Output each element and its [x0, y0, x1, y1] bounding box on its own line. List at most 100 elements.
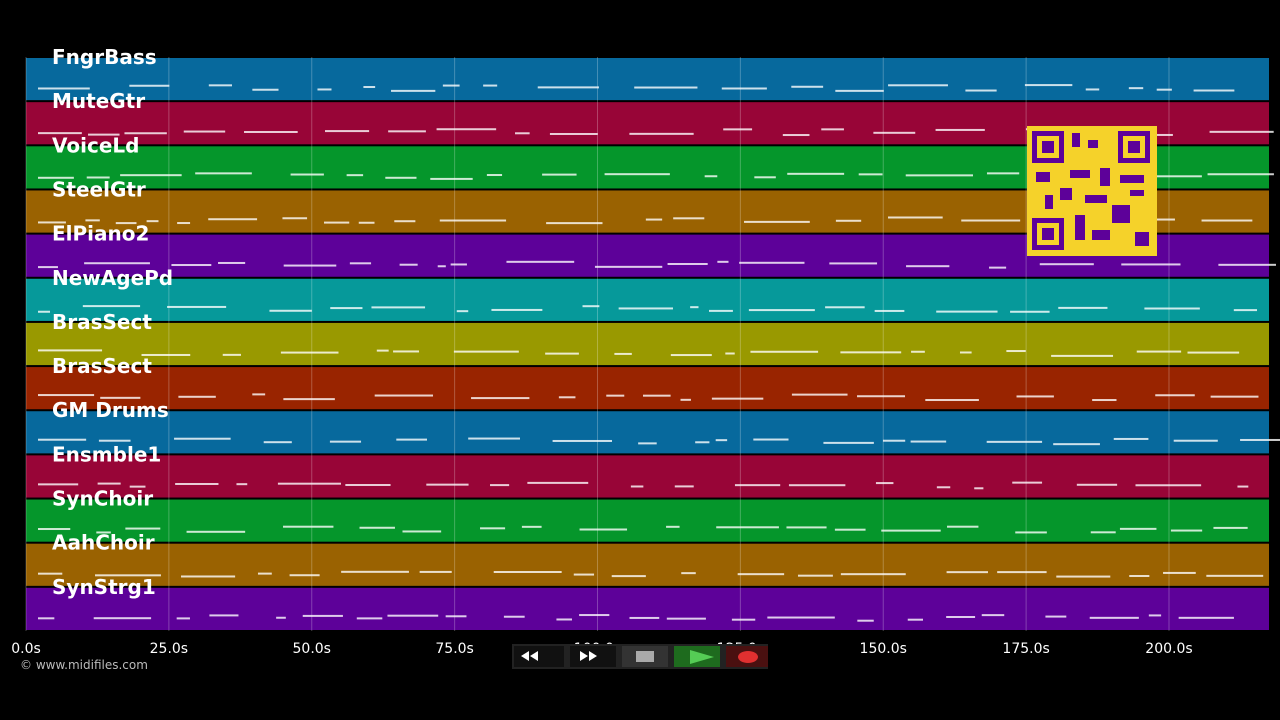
note: [546, 222, 603, 225]
note: [629, 616, 660, 619]
note: [946, 571, 988, 574]
qr-code: [1027, 126, 1157, 256]
note: [141, 353, 191, 356]
note: [387, 614, 439, 617]
note: [556, 618, 572, 621]
note: [788, 484, 846, 487]
note: [1240, 438, 1280, 441]
note: [1210, 395, 1259, 398]
note: [1206, 574, 1264, 577]
note: [38, 349, 103, 352]
note: [835, 89, 884, 92]
track-name: AahChoir: [52, 531, 155, 555]
note: [715, 439, 728, 442]
note: [1155, 394, 1195, 397]
note: [711, 397, 764, 400]
note: [744, 220, 810, 223]
note: [611, 575, 646, 578]
note: [1076, 483, 1118, 486]
note: [282, 217, 308, 220]
note: [442, 84, 460, 87]
note: [1187, 351, 1240, 354]
note: [1006, 350, 1026, 353]
note: [38, 221, 66, 224]
note: [283, 525, 334, 528]
note: [506, 260, 575, 263]
track-lane: [26, 278, 1269, 321]
stop-button[interactable]: [622, 646, 668, 667]
note: [38, 266, 58, 269]
note: [385, 176, 417, 179]
note: [1135, 484, 1202, 487]
track-name: NewAgePd: [52, 266, 173, 290]
fast-forward-button[interactable]: [570, 646, 616, 667]
note: [146, 220, 159, 223]
note: [1144, 307, 1200, 310]
note: [244, 130, 298, 133]
note: [38, 617, 55, 620]
note: [376, 349, 389, 352]
track-lane: [26, 587, 1269, 630]
note: [1142, 218, 1175, 221]
note: [38, 483, 79, 486]
note: [906, 265, 950, 268]
note: [594, 265, 663, 268]
note: [670, 354, 712, 357]
note: [277, 482, 341, 485]
note: [493, 570, 562, 573]
note: [393, 350, 420, 353]
note: [167, 305, 227, 308]
note: [542, 173, 577, 176]
note: [834, 528, 866, 531]
note: [858, 173, 883, 176]
note: [604, 173, 670, 176]
note: [302, 614, 343, 617]
track-name: SteelGtr: [52, 177, 146, 201]
note: [1213, 526, 1248, 529]
note: [907, 618, 923, 621]
note: [961, 219, 1021, 222]
track-name: MuteGtr: [52, 89, 145, 113]
note: [857, 619, 874, 622]
note: [491, 308, 543, 311]
note: [716, 526, 779, 529]
note: [341, 570, 409, 573]
note: [829, 262, 878, 265]
track-name: BrasSect: [52, 310, 152, 334]
note: [537, 86, 599, 89]
note: [750, 350, 819, 353]
note: [936, 486, 951, 489]
note: [674, 485, 694, 488]
note: [753, 438, 789, 441]
note: [1135, 175, 1202, 178]
note: [419, 570, 452, 573]
track-name: VoiceLd: [52, 133, 139, 157]
note: [748, 309, 815, 312]
note: [680, 398, 691, 401]
note: [98, 439, 131, 442]
play-button[interactable]: [674, 646, 720, 667]
note: [100, 396, 141, 399]
note: [1053, 443, 1100, 446]
note: [38, 87, 90, 90]
note: [174, 437, 231, 440]
note: [453, 350, 519, 353]
note: [739, 261, 805, 264]
note: [1012, 481, 1043, 484]
note: [1207, 173, 1274, 176]
track-name: BrasSect: [52, 354, 152, 378]
note: [643, 394, 671, 397]
track-name: GM Drums: [52, 398, 169, 422]
note: [857, 395, 906, 398]
note: [704, 175, 718, 178]
note: [503, 615, 525, 618]
note: [330, 307, 363, 310]
note: [252, 88, 279, 91]
note: [280, 351, 339, 354]
track-lane: [26, 543, 1269, 586]
record-button[interactable]: [726, 646, 768, 667]
rewind-button[interactable]: [514, 646, 564, 667]
note: [176, 617, 190, 620]
note: [1121, 263, 1181, 266]
